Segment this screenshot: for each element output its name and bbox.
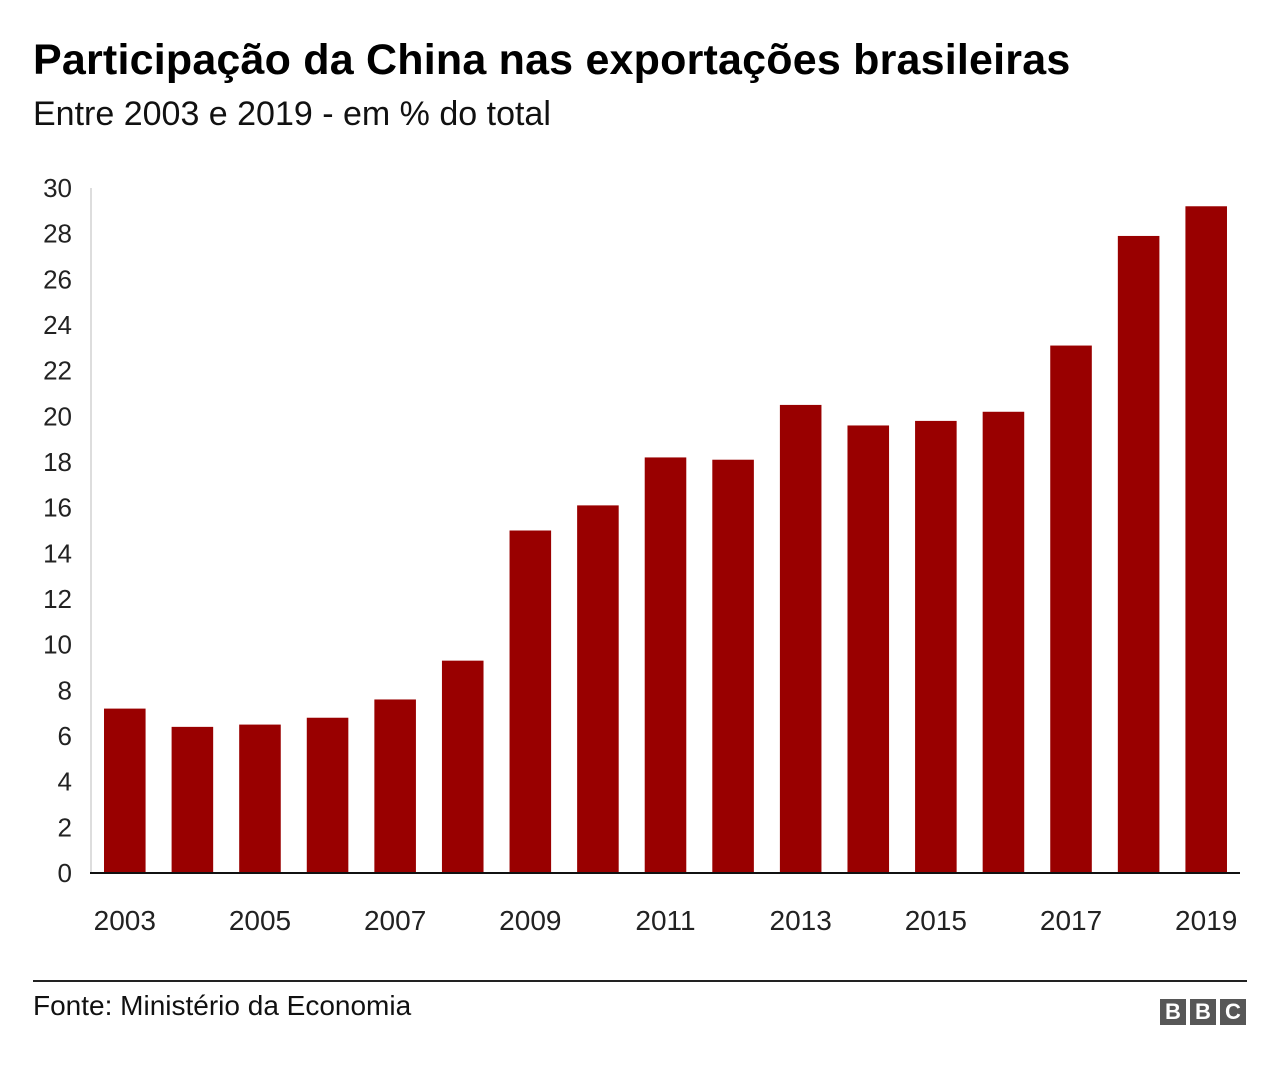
x-tick-label: 2007	[364, 905, 426, 936]
bbc-logo-letter-1: B	[1160, 999, 1186, 1025]
y-tick-label: 18	[43, 447, 72, 477]
y-tick-label: 30	[43, 173, 72, 203]
bbc-logo: B B C	[1160, 999, 1246, 1025]
x-tick-label: 2019	[1175, 905, 1237, 936]
y-tick-label: 6	[58, 721, 72, 751]
bar-2006	[306, 717, 349, 873]
x-tick-label: 2013	[770, 905, 832, 936]
bar-2007	[374, 699, 416, 873]
y-tick-label: 28	[43, 219, 72, 249]
x-tick-label: 2011	[635, 905, 695, 936]
y-tick-label: 0	[58, 858, 72, 888]
bar-2016	[982, 411, 1025, 873]
y-tick-label: 12	[43, 584, 72, 614]
bar-2009	[509, 530, 552, 873]
bar-2013	[779, 404, 822, 873]
source-note: Fonte: Ministério da Economia	[33, 990, 412, 1021]
chart-subtitle: Entre 2003 e 2019 - em % do total	[33, 95, 551, 133]
y-tick-label: 10	[43, 630, 72, 660]
y-tick-label: 14	[43, 538, 72, 568]
bar-2005	[239, 724, 281, 873]
footer-divider	[33, 980, 1247, 982]
x-tick-label: 2005	[229, 905, 291, 936]
bar-2015	[915, 420, 957, 873]
y-tick-label: 8	[58, 675, 72, 705]
y-tick-label: 22	[43, 356, 72, 386]
y-tick-label: 16	[43, 493, 72, 523]
x-tick-label: 2015	[905, 905, 967, 936]
bar-2011	[644, 457, 687, 873]
y-tick-label: 24	[43, 310, 72, 340]
y-tick-label: 4	[58, 767, 72, 797]
bar-2019	[1185, 206, 1227, 873]
bar-2012	[712, 459, 754, 873]
y-tick-label: 2	[58, 812, 72, 842]
bar-2003	[104, 708, 146, 873]
bbc-logo-letter-3: C	[1220, 999, 1246, 1025]
chart-title: Participação da China nas exportações br…	[33, 36, 1071, 84]
bar-2014	[847, 425, 890, 873]
y-tick-label: 26	[43, 264, 72, 294]
bar-2010	[577, 505, 619, 873]
bar-2017	[1050, 345, 1092, 873]
bar-2018	[1117, 235, 1160, 873]
bar-2008	[441, 660, 484, 873]
bar-2004	[171, 726, 214, 873]
x-tick-label: 2003	[94, 905, 156, 936]
x-tick-label: 2017	[1040, 905, 1102, 936]
bbc-logo-letter-2: B	[1190, 999, 1216, 1025]
x-tick-label: 2009	[499, 905, 561, 936]
y-tick-label: 20	[43, 401, 72, 431]
